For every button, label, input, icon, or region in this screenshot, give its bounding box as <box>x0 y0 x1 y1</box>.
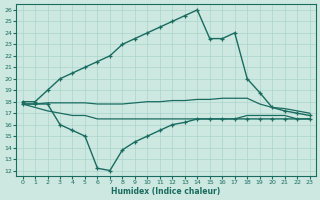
X-axis label: Humidex (Indice chaleur): Humidex (Indice chaleur) <box>111 187 221 196</box>
